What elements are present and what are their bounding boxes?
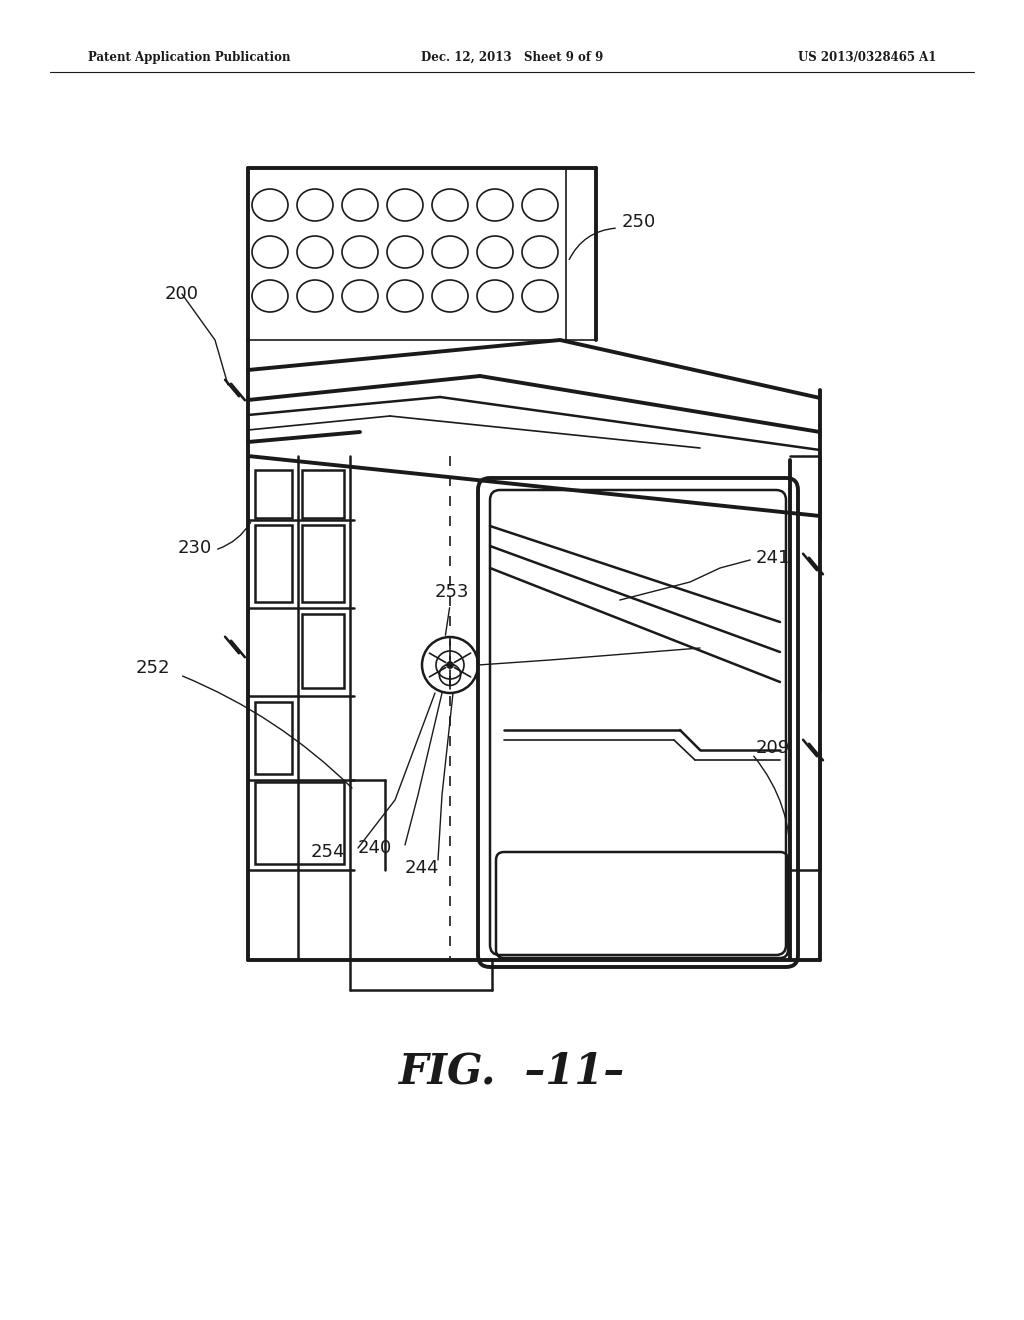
Bar [255, 470, 292, 517]
Bar [255, 781, 344, 865]
Text: 252: 252 [135, 659, 170, 677]
Text: 244: 244 [404, 859, 439, 876]
Text: 209: 209 [756, 739, 791, 756]
Circle shape [446, 661, 454, 668]
Text: 253: 253 [435, 583, 469, 601]
Text: Dec. 12, 2013   Sheet 9 of 9: Dec. 12, 2013 Sheet 9 of 9 [421, 50, 603, 63]
Text: FIG.  –11–: FIG. –11– [399, 1051, 625, 1093]
Bar [302, 470, 344, 517]
Bar [302, 614, 344, 688]
Text: US 2013/0328465 A1: US 2013/0328465 A1 [798, 50, 936, 63]
Text: 200: 200 [165, 285, 199, 304]
Bar [302, 525, 344, 602]
Text: 250: 250 [622, 213, 656, 231]
Text: Patent Application Publication: Patent Application Publication [88, 50, 291, 63]
Bar [255, 525, 292, 602]
Text: 230: 230 [178, 539, 212, 557]
Bar [255, 702, 292, 774]
Text: 254: 254 [310, 843, 345, 861]
Text: 241: 241 [756, 549, 791, 568]
Text: 240: 240 [357, 840, 392, 857]
